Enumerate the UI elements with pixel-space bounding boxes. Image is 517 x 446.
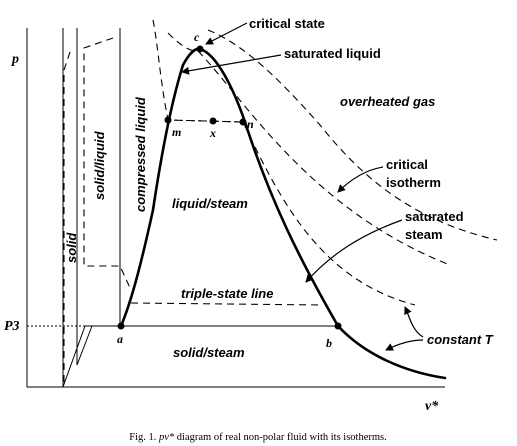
point-a-label: a (117, 332, 123, 346)
point-m-label: m (172, 125, 181, 139)
arrow-constant-t-lower (385, 339, 424, 351)
base-diagonal-left (62, 325, 86, 388)
region-compressed-liquid: compressed liquid (133, 96, 148, 212)
point-n-label: n (247, 117, 254, 131)
point-c-label: c (194, 30, 200, 44)
region-solid-liquid: solid/liquid (92, 130, 107, 200)
point-a-marker (117, 322, 125, 330)
arrow-saturated-steam (305, 219, 403, 283)
label-saturated-steam-2: steam (405, 227, 443, 242)
point-n-marker (239, 118, 247, 126)
point-x-label: x (209, 126, 216, 140)
label-saturated-steam-1: saturated (405, 209, 464, 224)
arrow-critical-state (205, 22, 248, 45)
point-x-marker (209, 117, 217, 125)
caption-italic: pv* (158, 432, 175, 443)
base-diagonal-mid (76, 325, 93, 366)
y-axis-label: p (11, 52, 19, 67)
region-solid-steam: solid/steam (173, 345, 245, 360)
left-isotherm-solid (63, 51, 71, 387)
arrow-constant-t-upper (404, 306, 424, 338)
region-overheated-gas: overheated gas (340, 94, 435, 109)
arrow-critical-isotherm (337, 166, 384, 193)
triple-line-dashed-mn (167, 119, 244, 123)
triple-state-dashed-line (130, 302, 324, 306)
label-critical-isotherm-2: isotherm (386, 175, 441, 190)
point-b-label: b (326, 336, 332, 350)
left-isotherm-solidliquid (83, 37, 132, 291)
figure-caption: Fig. 1. pv* diagram of real non-polar fl… (129, 432, 387, 443)
label-critical-isotherm-1: critical (386, 157, 428, 172)
region-solid: solid (64, 232, 79, 263)
isotherm-inner (152, 19, 416, 306)
label-saturated-liquid: saturated liquid (284, 46, 381, 61)
label-critical-state: critical state (249, 16, 325, 31)
p3-label: P3 (4, 319, 20, 334)
arrow-saturated-liquid (181, 54, 282, 75)
caption-rest: diagram of real non-polar fluid with its… (174, 432, 387, 443)
point-b-marker (334, 322, 342, 330)
x-axis-label: v* (425, 399, 439, 414)
label-constant-t: constant T (427, 332, 494, 347)
region-liquid-steam: liquid/steam (172, 196, 248, 211)
point-c-marker (196, 45, 204, 53)
point-m-marker (164, 116, 172, 124)
caption-prefix: Fig. 1. (129, 432, 159, 443)
isotherm-outer (207, 29, 498, 241)
critical-isotherm (167, 32, 451, 266)
label-triple-state-line: triple-state line (181, 286, 273, 301)
